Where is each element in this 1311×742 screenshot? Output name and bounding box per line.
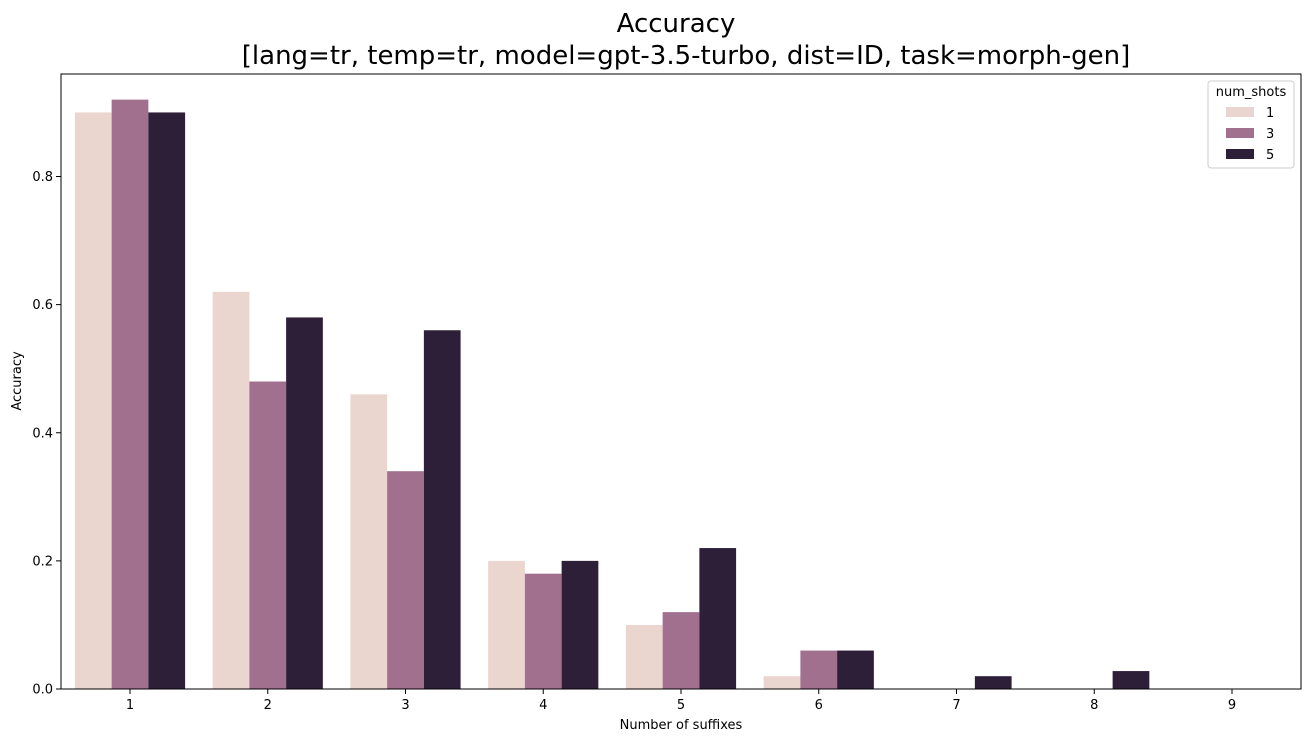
bar-5-7 [974, 676, 1012, 689]
chart-subtitle: [lang=tr, temp=tr, model=gpt-3.5-turbo, … [242, 41, 1130, 71]
y-tick-label: 0.2 [32, 554, 53, 569]
bar-3-4 [524, 573, 562, 689]
chart-title: Accuracy [617, 9, 736, 39]
y-tick-label: 0.6 [32, 298, 53, 313]
legend-box [1207, 80, 1295, 169]
bar-3-6 [800, 650, 838, 689]
x-tick-label: 6 [815, 698, 823, 713]
bar-1-6 [763, 676, 801, 689]
x-tick-label: 5 [677, 698, 685, 713]
legend-title: num_shots [1216, 85, 1287, 100]
legend-label-5: 5 [1266, 148, 1274, 163]
bar-3-2 [249, 381, 287, 689]
legend: num_shots 1 3 5 [1207, 80, 1295, 169]
bar-1-3 [350, 394, 388, 689]
bar-5-8 [1112, 671, 1150, 689]
y-tick-label: 0.0 [32, 683, 53, 698]
x-tick-label: 8 [1090, 698, 1098, 713]
x-tick-label: 4 [539, 698, 547, 713]
bar-3-3 [387, 471, 424, 689]
bar-3-5 [662, 612, 700, 689]
bar-5-6 [837, 650, 874, 689]
plot-area: 0.0 0.2 0.4 0.6 0.8 1 2 3 4 5 6 7 8 9 [32, 73, 1302, 713]
bar-5-4 [561, 560, 599, 689]
legend-swatch-1 [1226, 107, 1254, 117]
x-tick-label: 1 [126, 698, 134, 713]
legend-label-1: 1 [1266, 106, 1274, 121]
bar-3-1 [111, 99, 149, 689]
bar-1-2 [212, 291, 250, 689]
bar-1-4 [488, 560, 525, 689]
legend-swatch-5 [1226, 149, 1254, 159]
y-tick-label: 0.8 [32, 170, 53, 185]
x-axis-label: Number of suffixes [620, 718, 743, 733]
bar-5-1 [148, 112, 186, 689]
y-axis-label: Accuracy [10, 351, 25, 411]
bar-1-5 [625, 624, 663, 689]
x-tick-label: 7 [952, 698, 960, 713]
legend-label-3: 3 [1266, 127, 1274, 142]
bar-5-5 [699, 548, 737, 689]
bar-5-2 [286, 317, 323, 689]
x-tick-label: 3 [401, 698, 409, 713]
bar-1-1 [74, 112, 112, 689]
x-tick-label: 2 [264, 698, 272, 713]
legend-swatch-3 [1226, 128, 1254, 138]
bar-5-3 [423, 330, 461, 689]
x-tick-label: 9 [1228, 698, 1236, 713]
y-tick-label: 0.4 [32, 426, 53, 441]
